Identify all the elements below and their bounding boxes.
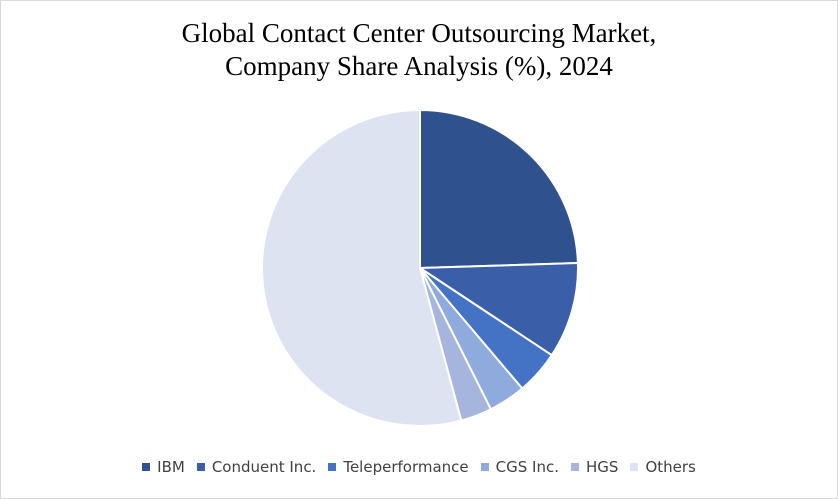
legend-label-others: Others <box>645 458 696 476</box>
legend-swatch-hgs <box>571 463 579 471</box>
legend-swatch-others <box>630 463 639 471</box>
pie-slice-ibm <box>419 109 579 269</box>
legend-item-others: Others <box>630 458 696 476</box>
legend-label-hgs: HGS <box>586 458 619 476</box>
pie-slice-others <box>260 109 463 427</box>
pie-slices <box>260 109 579 427</box>
chart-title: Global Contact Center Outsourcing Market… <box>1 17 837 83</box>
legend-label-teleperformance: Teleperformance <box>343 458 469 476</box>
chart-legend: IBM Conduent Inc. Teleperformance CGS Inc. H… <box>1 458 837 476</box>
chart-title-line-1: Global Contact Center Outsourcing Market… <box>181 18 657 48</box>
legend-label-conduent-inc: Conduent Inc. <box>211 458 317 476</box>
legend-swatch-teleperformance <box>328 463 337 471</box>
legend-label-cgs-inc: CGS Inc. <box>495 458 559 476</box>
pie-slice-conduent-inc <box>419 262 579 357</box>
legend-swatch-conduent-inc <box>196 463 205 471</box>
legend-item-teleperformance: Teleperformance <box>328 458 469 476</box>
legend-item-cgs-inc: CGS Inc. <box>480 458 559 476</box>
legend-item-conduent-inc: Conduent Inc. <box>196 458 317 476</box>
chart-title-line-2: Company Share Analysis (%), 2024 <box>225 51 613 81</box>
legend-item-ibm: IBM <box>142 458 185 476</box>
legend-label-ibm: IBM <box>157 458 185 476</box>
legend-item-hgs: HGS <box>571 458 618 476</box>
legend-swatch-ibm <box>142 463 151 471</box>
legend-swatch-cgs-inc <box>480 463 489 471</box>
